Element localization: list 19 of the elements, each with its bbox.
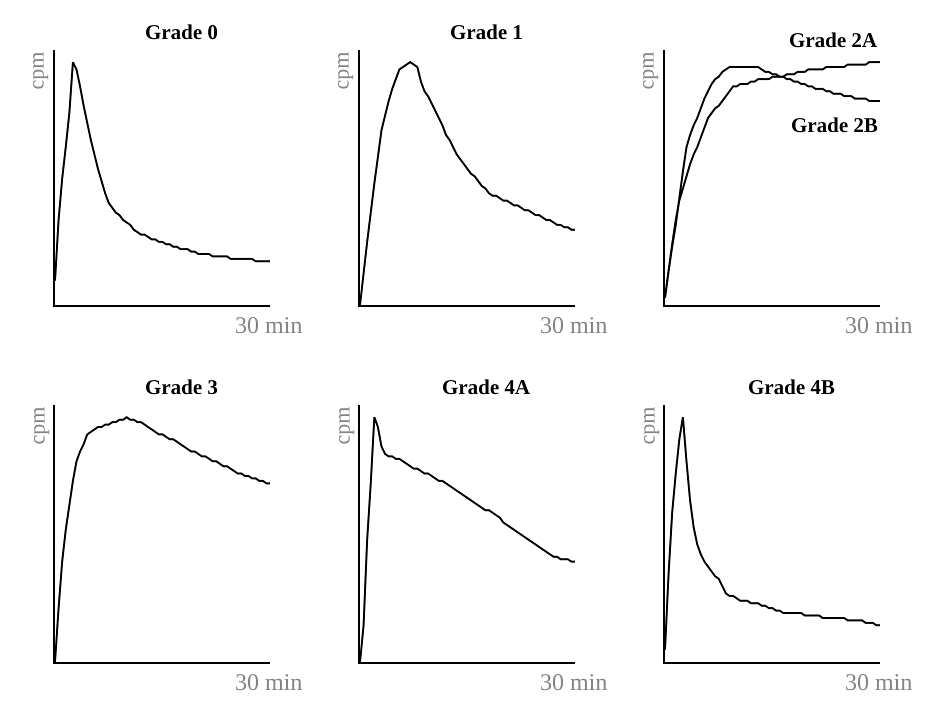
chart-title: Grade 4B xyxy=(748,375,835,399)
y-axis-title: cpm xyxy=(328,52,354,90)
text: 30 min xyxy=(540,670,608,696)
chart-title: Grade 0 xyxy=(145,20,218,44)
y-axis-title: cpm xyxy=(330,406,354,444)
text: 30 min xyxy=(235,313,302,339)
y-axis-title: cpm xyxy=(24,406,50,444)
text: 30 min xyxy=(540,313,608,339)
y-axis-title: cpm xyxy=(634,406,660,444)
chart-title: Grade 1 xyxy=(450,20,523,44)
text: 30 min xyxy=(845,313,912,339)
text: 30 min xyxy=(845,670,912,696)
chart-title: Grade 3 xyxy=(145,375,218,399)
text: 30 min xyxy=(235,670,302,696)
y-axis-title: cpm xyxy=(24,52,48,90)
series-label: Grade 2A xyxy=(789,28,878,52)
y-axis-title: cpm xyxy=(634,52,658,90)
chart-title: Grade 4A xyxy=(442,375,531,399)
series-label: Grade 2B xyxy=(791,113,878,137)
